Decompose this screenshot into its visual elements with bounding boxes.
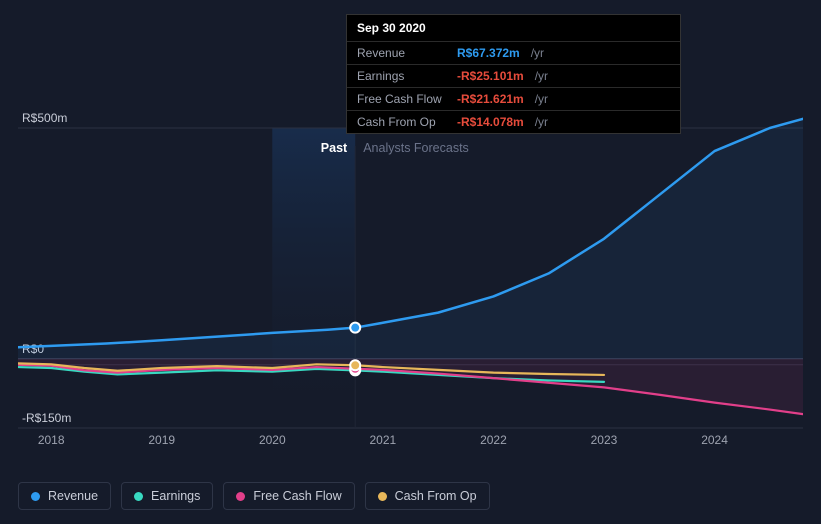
- legend-label: Revenue: [48, 489, 98, 503]
- tooltip-metric-label: Free Cash Flow: [357, 92, 449, 106]
- tooltip-unit: /yr: [535, 115, 548, 129]
- tooltip-date: Sep 30 2020: [347, 15, 680, 41]
- svg-text:2024: 2024: [701, 433, 728, 447]
- legend-item[interactable]: Earnings: [121, 482, 213, 510]
- chart-legend: Revenue Earnings Free Cash Flow Cash From O…: [18, 482, 490, 510]
- chart-tooltip: Sep 30 2020 RevenueR$67.372m/yrEarnings-…: [346, 14, 681, 134]
- svg-text:2018: 2018: [38, 433, 65, 447]
- legend-item[interactable]: Free Cash Flow: [223, 482, 354, 510]
- legend-label: Free Cash Flow: [253, 489, 341, 503]
- tooltip-metric-label: Earnings: [357, 69, 449, 83]
- legend-dot: [236, 492, 245, 501]
- tooltip-metric-value: R$67.372m: [457, 46, 520, 60]
- svg-text:Analysts Forecasts: Analysts Forecasts: [363, 141, 469, 155]
- legend-item[interactable]: Cash From Op: [365, 482, 490, 510]
- svg-text:2019: 2019: [148, 433, 175, 447]
- svg-text:2021: 2021: [370, 433, 397, 447]
- tooltip-unit: /yr: [535, 69, 548, 83]
- legend-label: Earnings: [151, 489, 200, 503]
- svg-text:2020: 2020: [259, 433, 286, 447]
- legend-dot: [134, 492, 143, 501]
- svg-text:2022: 2022: [480, 433, 507, 447]
- legend-label: Cash From Op: [395, 489, 477, 503]
- tooltip-row: Earnings -R$25.101m/yr: [347, 64, 680, 87]
- legend-dot: [378, 492, 387, 501]
- tooltip-row: Free Cash Flow -R$21.621m/yr: [347, 87, 680, 110]
- svg-text:R$500m: R$500m: [22, 111, 67, 125]
- tooltip-row: Revenue R$67.372m/yr: [347, 41, 680, 64]
- tooltip-metric-label: Cash From Op: [357, 115, 449, 129]
- tooltip-unit: /yr: [535, 92, 548, 106]
- tooltip-unit: /yr: [531, 46, 544, 60]
- svg-text:2023: 2023: [591, 433, 618, 447]
- svg-text:-R$150m: -R$150m: [22, 411, 71, 425]
- tooltip-metric-value: -R$21.621m: [457, 92, 524, 106]
- tooltip-metric-label: Revenue: [357, 46, 449, 60]
- svg-text:Past: Past: [321, 141, 348, 155]
- legend-item[interactable]: Revenue: [18, 482, 111, 510]
- tooltip-metric-value: -R$14.078m: [457, 115, 524, 129]
- legend-dot: [31, 492, 40, 501]
- tooltip-row: Cash From Op -R$14.078m/yr: [347, 110, 680, 133]
- tooltip-metric-value: -R$25.101m: [457, 69, 524, 83]
